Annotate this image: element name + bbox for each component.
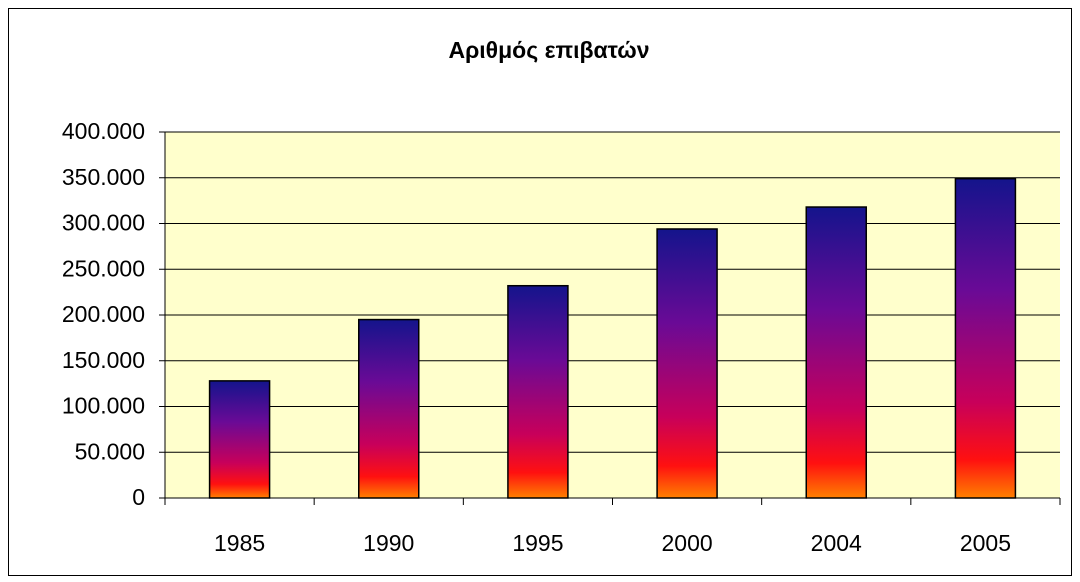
chart-title: Αριθμός επιβατών [448, 37, 649, 63]
y-tick-label: 350.000 [62, 164, 145, 190]
x-tick-label: 1995 [512, 530, 563, 556]
bar [954, 177, 1017, 499]
x-tick-label: 2005 [960, 530, 1011, 556]
y-tick-label: 50.000 [75, 438, 145, 464]
x-tick-label: 2004 [811, 530, 862, 556]
x-tick-label: 1985 [214, 530, 265, 556]
bar [656, 228, 718, 499]
bar [805, 206, 867, 499]
y-tick-label: 250.000 [62, 255, 145, 281]
y-tick-label: 150.000 [62, 347, 145, 373]
y-tick-label: 0 [132, 484, 145, 510]
x-tick-label: 2000 [661, 530, 712, 556]
bar [507, 284, 569, 499]
x-tick-label: 1990 [363, 530, 414, 556]
bar [208, 380, 271, 499]
y-tick-label: 200.000 [62, 301, 145, 327]
bar [358, 318, 420, 499]
y-tick-label: 100.000 [62, 393, 145, 419]
y-tick-label: 400.000 [62, 118, 145, 144]
y-tick-label: 300.000 [62, 210, 145, 236]
